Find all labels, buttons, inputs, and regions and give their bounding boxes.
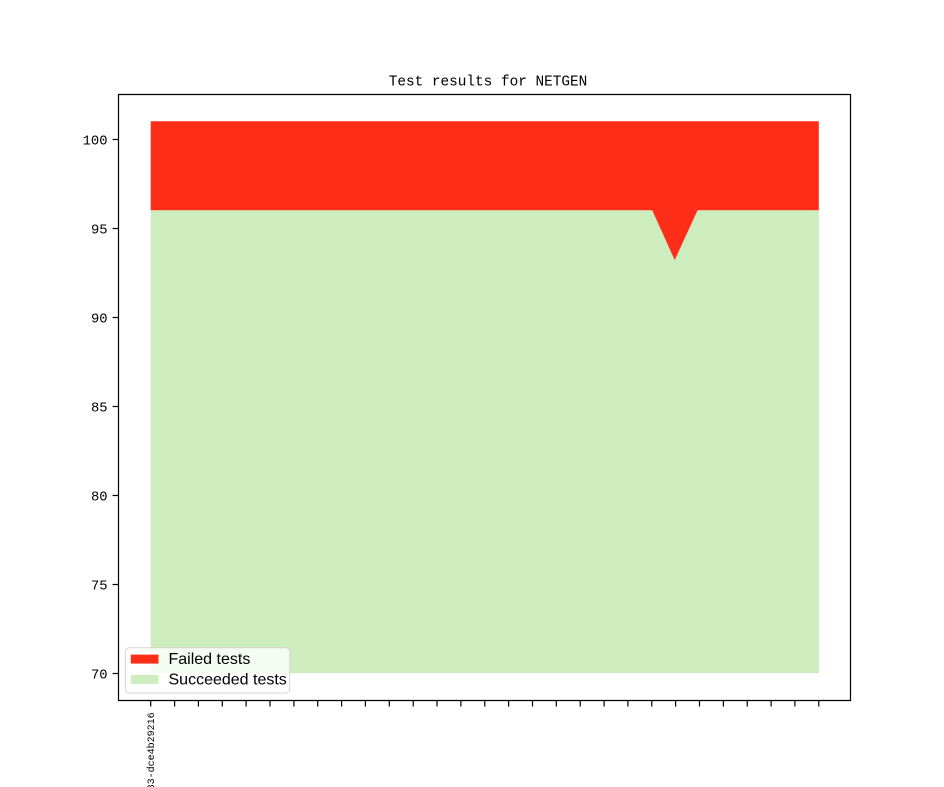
svg-text:33-dce4b29216: 33-dce4b29216 (146, 712, 158, 787)
svg-text:85: 85 (91, 402, 108, 417)
svg-text:100: 100 (83, 135, 108, 150)
svg-text:90: 90 (91, 313, 108, 328)
svg-text:80: 80 (91, 491, 108, 506)
svg-text:75: 75 (91, 580, 108, 595)
svg-text:Succeeded tests: Succeeded tests (169, 671, 287, 688)
svg-text:Failed tests: Failed tests (169, 651, 251, 668)
svg-text:70: 70 (91, 669, 108, 684)
svg-text:95: 95 (91, 224, 108, 239)
svg-text:Test results for NETGEN: Test results for NETGEN (389, 75, 588, 91)
